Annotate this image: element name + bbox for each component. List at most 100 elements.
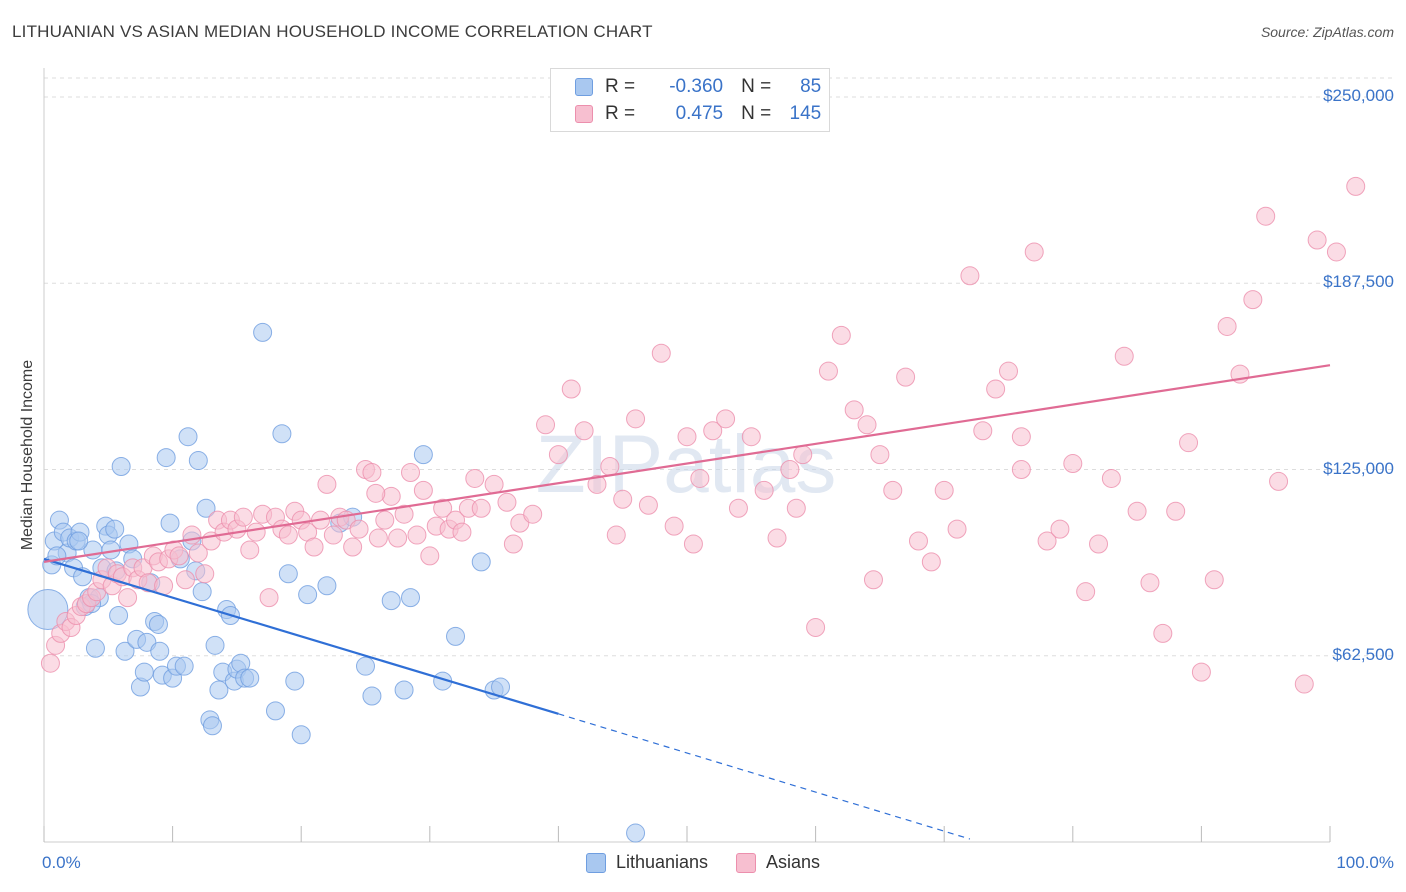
lithuanian-point xyxy=(265,701,285,721)
lithuanian-point xyxy=(278,564,298,584)
lithuanian-point xyxy=(192,582,212,602)
asian-point xyxy=(1011,460,1031,479)
lithuanian-point xyxy=(381,591,401,611)
asian-point xyxy=(754,480,774,500)
lithuanian-point xyxy=(85,638,105,658)
chart-title: LITHUANIAN VS ASIAN MEDIAN HOUSEHOLD INC… xyxy=(12,22,653,41)
asian-point xyxy=(1101,468,1121,488)
asian-point xyxy=(317,474,337,494)
asian-point xyxy=(741,427,761,447)
asian-point xyxy=(175,570,195,590)
lithuanian-point xyxy=(174,656,194,676)
asian-point xyxy=(240,540,260,560)
correlation-legend: R = -0.360 N = 85 R = 0.475 N = 145 xyxy=(550,68,830,132)
x-axis-max-label: 100.0% xyxy=(1336,853,1394,872)
asian-point xyxy=(960,266,980,286)
y-tick-label: $62,500 xyxy=(1332,644,1394,664)
asian-point xyxy=(1114,346,1134,366)
source-label: Source: ZipAtlas.com xyxy=(1260,24,1394,40)
lithuanians-label: Lithuanians xyxy=(615,852,709,872)
lithuanian-point xyxy=(156,448,176,468)
asian-point xyxy=(638,495,658,515)
lithuanian-point xyxy=(471,552,491,572)
asian-point xyxy=(606,525,626,545)
asian-point xyxy=(1256,206,1276,226)
asian-point xyxy=(368,528,388,548)
lithuanian-point xyxy=(69,531,89,551)
asian-point xyxy=(1243,290,1263,310)
legend-n-label: N = xyxy=(741,76,772,97)
asian-point xyxy=(1217,316,1237,336)
asian-point xyxy=(831,325,851,345)
lithuanian-point xyxy=(362,686,382,706)
asian-point xyxy=(452,522,472,542)
lithuanian-trend-line xyxy=(43,557,559,715)
asian-point xyxy=(793,445,813,465)
asian-point xyxy=(561,379,581,399)
asian-point xyxy=(934,480,954,500)
asian-point xyxy=(973,421,993,441)
asian-trend-line xyxy=(43,364,1331,563)
asian-point xyxy=(767,528,787,548)
asian-point xyxy=(818,361,838,381)
asian-point xyxy=(1063,454,1083,474)
lithuanian-point xyxy=(209,680,229,700)
asian-point xyxy=(1307,230,1327,250)
asian-point xyxy=(433,498,453,518)
asians-label: Asians xyxy=(766,852,821,872)
asian-point xyxy=(626,409,646,429)
series-legend-asians[interactable]: Asians xyxy=(736,852,820,873)
points-layer xyxy=(27,176,1366,843)
legend-r-label: R = xyxy=(605,103,636,124)
lithuanian-point xyxy=(317,576,337,596)
asian-point xyxy=(883,480,903,500)
lithuanian-point xyxy=(285,671,305,691)
asian-point xyxy=(381,486,401,506)
x-axis-min-label: 0.0% xyxy=(42,853,81,872)
lithuanian-point xyxy=(115,641,135,661)
asian-point xyxy=(548,445,568,465)
asian-point xyxy=(806,617,826,637)
asian-point xyxy=(304,537,324,557)
asian-point xyxy=(362,462,382,482)
asian-point xyxy=(613,489,633,509)
asian-point xyxy=(343,537,363,557)
legend-asian-n: 145 xyxy=(789,103,822,124)
asians-swatch xyxy=(736,852,757,873)
lithuanian-point xyxy=(105,519,125,539)
asian-point xyxy=(664,516,684,536)
y-tick-label: $187,500 xyxy=(1323,272,1394,292)
lithuanian-point xyxy=(196,498,216,518)
legend-row-lithuanians: R = -0.360 N = 85 xyxy=(575,75,821,99)
lithuanian-point xyxy=(150,641,170,661)
lithuanian-point xyxy=(160,513,180,533)
asian-point xyxy=(246,522,266,542)
asian-point xyxy=(233,507,253,527)
lithuanian-point xyxy=(356,656,375,676)
asian-point xyxy=(1037,531,1057,551)
asian-point xyxy=(40,653,60,673)
asian-point xyxy=(1346,176,1366,196)
asian-point xyxy=(407,525,427,545)
lithuanians-swatch xyxy=(585,852,606,873)
asian-point xyxy=(1269,471,1289,491)
asian-point xyxy=(1076,582,1096,602)
asian-point xyxy=(388,528,408,548)
asian-point xyxy=(870,445,890,465)
asian-point xyxy=(394,504,414,524)
legend-swatch-lithuanians xyxy=(575,78,593,96)
legend-asian-r: 0.475 xyxy=(675,103,724,124)
asian-point xyxy=(1153,623,1173,643)
asian-point xyxy=(908,531,928,551)
asian-point xyxy=(651,343,671,363)
lithuanian-point xyxy=(401,588,421,608)
asian-point xyxy=(780,460,800,479)
asian-point xyxy=(947,519,967,539)
lithuanian-point xyxy=(148,614,168,634)
series-legend-lithuanians[interactable]: Lithuanians xyxy=(585,852,709,873)
asian-point xyxy=(1326,242,1346,262)
legend-lith-r: -0.360 xyxy=(669,76,724,97)
asian-point xyxy=(600,457,620,477)
asian-point xyxy=(471,498,491,518)
asian-point xyxy=(497,492,517,512)
